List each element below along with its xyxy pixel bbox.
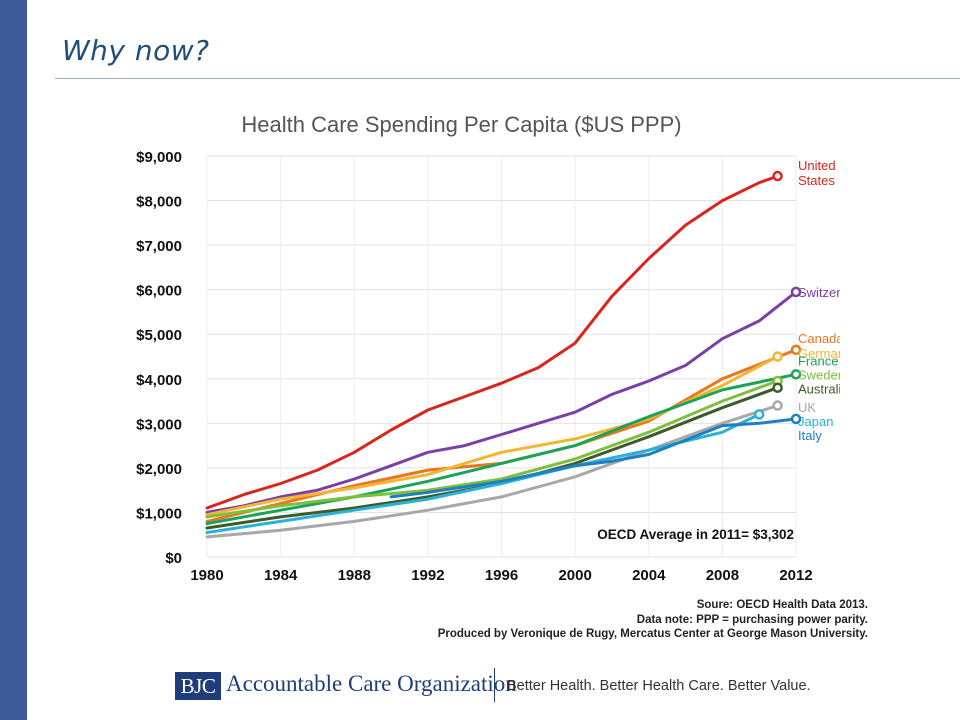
chart-title: Health Care Spending Per Capita ($US PPP… (241, 112, 681, 137)
legend-label-canada: Canada (798, 331, 840, 346)
x-tick-label: 2004 (632, 567, 666, 584)
series-end-point-switzerland (790, 286, 802, 298)
series-line-sweden (205, 379, 780, 519)
legend-label-sweden: Sweden (798, 367, 840, 382)
series-end-point-canada (790, 344, 802, 356)
source-line: Soure: OECD Health Data 2013. (696, 599, 868, 611)
legend-label-france: France (798, 353, 838, 368)
series-end-point-japan (753, 409, 765, 420)
y-tick-label: $5,000 (136, 327, 182, 344)
x-tick-label: 1988 (338, 567, 371, 584)
credit-line: Produced by Veronique de Rugy, Mercatus … (437, 628, 868, 640)
series-line-france (205, 372, 798, 526)
legend-label-italy: Italy (798, 428, 822, 443)
organization-name: Accountable Care Organization (226, 671, 517, 696)
series-line-japan (205, 412, 761, 534)
series-end-point-uk (772, 400, 783, 411)
x-tick-label: 1980 (190, 567, 223, 584)
y-tick-label: $4,000 (136, 372, 182, 389)
y-tick-label: $1,000 (136, 505, 182, 522)
legend-label-united-states: States (798, 173, 835, 188)
title-divider (55, 78, 960, 79)
x-tick-label: 2008 (706, 567, 739, 584)
x-tick-label: 1992 (411, 567, 444, 584)
series-line-uk (205, 404, 780, 539)
series-line-italy (389, 417, 798, 499)
y-tick-label: $7,000 (136, 238, 182, 255)
series-line-switzerland (205, 290, 798, 514)
y-tick-label: $2,000 (136, 461, 182, 478)
y-tick-label: $9,000 (136, 149, 182, 166)
slide-title: Why now? (62, 34, 210, 67)
x-tick-label: 2000 (558, 567, 591, 584)
legend-label-united-states: United (798, 158, 836, 173)
data-note-line: Data note: PPP = purchasing power parity… (636, 613, 868, 626)
series-end-point-germany (772, 351, 783, 362)
left-accent-bar (0, 0, 27, 720)
tagline: Better Health. Better Health Care. Bette… (507, 678, 811, 694)
series-end-point-australia (772, 382, 783, 393)
bjc-logo-mark: BJC (175, 672, 221, 700)
x-tick-label: 2012 (779, 567, 812, 584)
y-tick-label: $3,000 (136, 416, 182, 433)
y-tick-label: $6,000 (136, 283, 182, 300)
y-tick-label: $8,000 (136, 194, 182, 211)
y-tick-label: $0 (165, 550, 182, 567)
x-tick-label: 1984 (264, 567, 298, 584)
legend-label-germany: Germany (798, 346, 840, 361)
series-line-united-states (205, 174, 780, 510)
x-tick-label: 1996 (485, 567, 518, 584)
footer-divider (494, 668, 495, 702)
series-end-point-france (790, 369, 802, 380)
spending-chart: Health Care Spending Per Capita ($US PPP… (136, 112, 840, 584)
series-end-point-united-states (772, 170, 783, 182)
legend-label-uk: UK (798, 400, 816, 415)
oecd-average-annotation: OECD Average in 2011= $3,302 (597, 527, 794, 542)
source-notes: Soure: OECD Health Data 2013. Data note:… (438, 598, 868, 642)
series-end-point-italy (790, 413, 802, 425)
footer: BJC Accountable Care Organization Better… (0, 664, 960, 708)
legend-label-switzerland: Switzerland (798, 285, 840, 300)
series-line-germany (205, 355, 780, 517)
legend-label-australia: Australia (798, 381, 840, 396)
legend-label-japan: Japan (798, 414, 833, 429)
